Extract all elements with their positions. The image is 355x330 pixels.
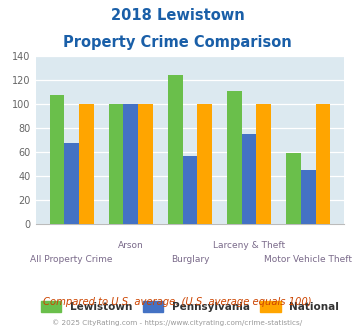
Bar: [242, 134, 256, 224]
Text: All Property Crime: All Property Crime: [31, 255, 113, 264]
Bar: [124, 104, 138, 224]
Bar: [50, 95, 64, 224]
Bar: [227, 91, 242, 224]
Text: Compared to U.S. average. (U.S. average equals 100): Compared to U.S. average. (U.S. average …: [43, 297, 312, 307]
Bar: [182, 156, 197, 224]
Text: Larceny & Theft: Larceny & Theft: [213, 241, 285, 250]
Bar: [256, 104, 271, 224]
Bar: [109, 104, 124, 224]
Bar: [79, 104, 94, 224]
Bar: [197, 104, 212, 224]
Bar: [316, 104, 330, 224]
Bar: [286, 153, 301, 224]
Text: Burglary: Burglary: [171, 255, 209, 264]
Bar: [138, 104, 153, 224]
Text: © 2025 CityRating.com - https://www.cityrating.com/crime-statistics/: © 2025 CityRating.com - https://www.city…: [53, 319, 302, 326]
Bar: [64, 143, 79, 224]
Bar: [168, 75, 182, 224]
Text: Motor Vehicle Theft: Motor Vehicle Theft: [264, 255, 352, 264]
Text: Arson: Arson: [118, 241, 144, 250]
Text: 2018 Lewistown: 2018 Lewistown: [111, 8, 244, 23]
Text: Property Crime Comparison: Property Crime Comparison: [63, 35, 292, 50]
Bar: [301, 170, 316, 224]
Legend: Lewistown, Pennsylvania, National: Lewistown, Pennsylvania, National: [37, 297, 343, 316]
